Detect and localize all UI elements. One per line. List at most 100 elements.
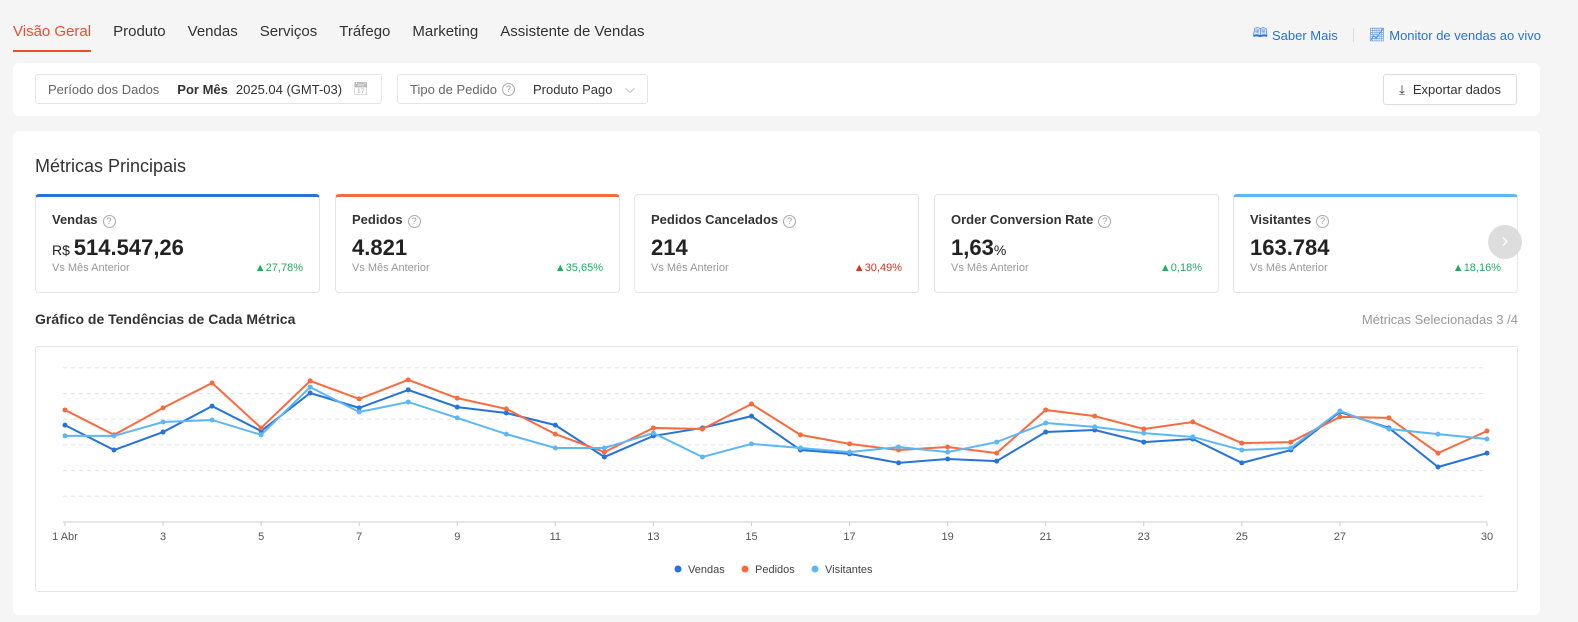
data-point-visitantes[interactable] [1141,430,1147,436]
data-point-vendas[interactable] [1043,429,1049,435]
data-point-pedidos[interactable] [1141,426,1147,432]
data-point-visitantes[interactable] [454,415,460,421]
data-point-pedidos[interactable] [699,426,705,432]
live-monitor-link[interactable]: Monitor de vendas ao vivo [1389,27,1541,43]
data-point-visitantes[interactable] [601,445,607,451]
data-point-pedidos[interactable] [1435,450,1441,456]
metric-card-3[interactable]: Order Conversion Rate? 1,63% Vs Mês Ante… [934,194,1219,293]
data-point-visitantes[interactable] [209,417,215,423]
data-point-visitantes[interactable] [1435,431,1441,437]
help-icon[interactable]: ? [407,215,421,228]
data-point-visitantes[interactable] [552,445,558,451]
data-point-pedidos[interactable] [650,425,656,431]
tab-trafego[interactable]: Tráfego [339,23,391,40]
data-point-vendas[interactable] [160,429,166,435]
metric-card-1[interactable]: Pedidos? 4.821 Vs Mês Anterior ▲35,65% [335,194,620,293]
data-point-visitantes[interactable] [307,384,313,390]
help-icon[interactable]: ? [501,82,515,96]
data-point-visitantes[interactable] [847,449,853,455]
data-point-vendas[interactable] [209,403,215,409]
help-icon[interactable]: ? [783,215,797,228]
metric-card-0[interactable]: Vendas? R$ 514.547,26 Vs Mês Anterior ▲2… [35,194,320,293]
data-point-vendas[interactable] [62,422,68,428]
data-point-vendas[interactable] [945,456,951,462]
tab-produto[interactable]: Produto [113,23,166,40]
legend-item[interactable]: Pedidos [755,564,795,576]
data-point-vendas[interactable] [111,447,117,453]
tab-visao-geral[interactable]: Visão Geral [13,0,92,54]
data-point-pedidos[interactable] [1190,419,1196,425]
data-point-pedidos[interactable] [160,405,166,411]
data-point-visitantes[interactable] [650,430,656,436]
next-cards-button[interactable]: › [1488,225,1522,259]
data-point-vendas[interactable] [503,410,509,416]
data-point-visitantes[interactable] [798,445,804,451]
data-point-vendas[interactable] [896,460,902,466]
period-picker[interactable]: Período dos Dados Por Mês 2025.04 (GMT-0… [35,74,382,104]
data-point-pedidos[interactable] [1386,415,1392,421]
data-point-visitantes[interactable] [748,441,754,447]
data-point-vendas[interactable] [552,422,558,428]
data-point-pedidos[interactable] [307,378,313,384]
data-point-vendas[interactable] [307,390,313,396]
data-point-visitantes[interactable] [1288,445,1294,451]
data-point-pedidos[interactable] [1337,414,1343,420]
data-point-visitantes[interactable] [160,419,166,425]
data-point-pedidos[interactable] [1288,439,1294,445]
data-point-visitantes[interactable] [503,431,509,437]
data-point-pedidos[interactable] [748,401,754,407]
order-type-select[interactable]: Tipo de Pedido ? Produto Pago ⌵ [397,74,648,104]
data-point-visitantes[interactable] [896,444,902,450]
data-point-pedidos[interactable] [503,406,509,412]
data-point-pedidos[interactable] [1239,440,1245,446]
help-icon[interactable]: ? [1316,215,1330,228]
metric-card-4[interactable]: Visitantes? 163.784 Vs Mês Anterior ▲18,… [1233,194,1518,293]
data-point-pedidos[interactable] [1043,407,1049,413]
tab-servicos[interactable]: Serviços [259,23,318,40]
data-point-visitantes[interactable] [111,433,117,439]
metric-card-2[interactable]: Pedidos Cancelados? 214 Vs Mês Anterior … [634,194,919,293]
data-point-pedidos[interactable] [405,377,411,383]
data-point-pedidos[interactable] [356,396,362,402]
data-point-pedidos[interactable] [994,450,1000,456]
data-point-visitantes[interactable] [405,399,411,405]
data-point-pedidos[interactable] [847,441,853,447]
data-point-pedidos[interactable] [798,432,804,438]
data-point-pedidos[interactable] [209,380,215,386]
data-point-vendas[interactable] [1239,460,1245,466]
data-point-visitantes[interactable] [1337,408,1343,414]
data-point-visitantes[interactable] [1190,434,1196,440]
data-point-pedidos[interactable] [552,431,558,437]
data-point-visitantes[interactable] [1043,420,1049,426]
data-point-pedidos[interactable] [1092,413,1098,419]
legend-item[interactable]: Vendas [688,564,725,576]
data-point-pedidos[interactable] [601,449,607,455]
data-point-vendas[interactable] [405,387,411,393]
data-point-vendas[interactable] [356,405,362,411]
data-point-visitantes[interactable] [1386,426,1392,432]
data-point-visitantes[interactable] [699,454,705,460]
legend-item[interactable]: Visitantes [825,564,873,576]
data-point-visitantes[interactable] [994,439,1000,445]
data-point-vendas[interactable] [601,454,607,460]
help-icon[interactable]: ? [102,215,116,228]
data-point-vendas[interactable] [994,458,1000,464]
data-point-vendas[interactable] [1484,450,1490,456]
data-point-visitantes[interactable] [1484,436,1490,442]
learn-more-link[interactable]: Saber Mais [1271,27,1338,43]
data-point-pedidos[interactable] [454,395,460,401]
data-point-vendas[interactable] [748,413,754,419]
data-point-visitantes[interactable] [258,432,264,438]
data-point-pedidos[interactable] [945,444,951,450]
data-point-visitantes[interactable] [62,433,68,439]
data-point-pedidos[interactable] [258,425,264,431]
tab-vendas[interactable]: Vendas [187,23,238,40]
data-point-vendas[interactable] [1435,464,1441,470]
data-point-visitantes[interactable] [356,409,362,415]
data-point-visitantes[interactable] [1239,447,1245,453]
data-point-visitantes[interactable] [1092,424,1098,430]
tab-marketing[interactable]: Marketing [412,23,479,40]
data-point-vendas[interactable] [454,404,460,410]
data-point-pedidos[interactable] [62,407,68,413]
tab-assistente[interactable]: Assistente de Vendas [500,23,645,40]
